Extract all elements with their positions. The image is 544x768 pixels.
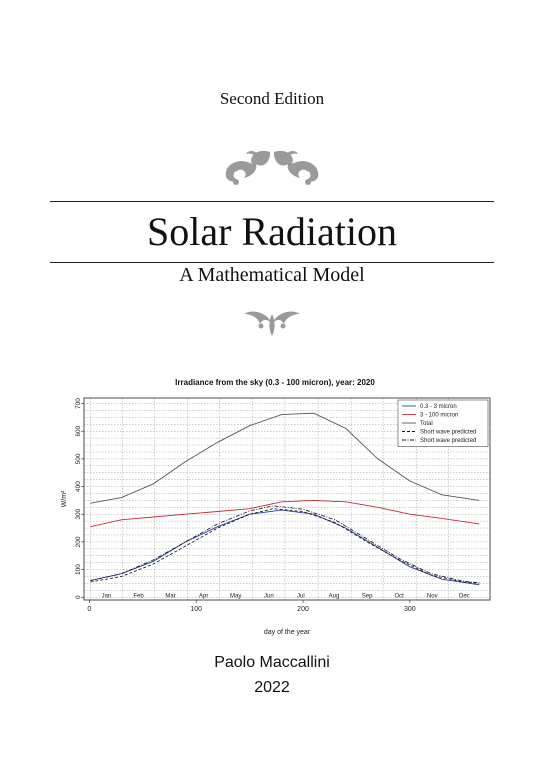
legend-entry: Total xyxy=(420,421,433,427)
book-subtitle: A Mathematical Model xyxy=(179,264,365,286)
month-label: Mar xyxy=(165,594,175,600)
x-tick-label: 300 xyxy=(404,606,416,613)
x-tick-label: 0 xyxy=(87,606,91,613)
series-line-3 xyxy=(90,412,480,504)
bottom-rule xyxy=(50,262,494,263)
month-label: Nov xyxy=(427,594,438,600)
chart-series xyxy=(90,412,480,586)
legend-entry: Short wave predicted xyxy=(420,438,476,444)
month-label: Jul xyxy=(297,594,305,600)
author-name: Paolo Maccallini xyxy=(214,654,330,671)
irradiance-chart: Jan Feb Mar Apr May Jun Jul Aug Sep Oct Nov Dec 0 10… xyxy=(61,397,491,636)
month-label: Sep xyxy=(362,594,373,600)
month-label: Dec xyxy=(459,594,470,600)
y-tick-label: 600 xyxy=(75,425,82,436)
top-rule xyxy=(50,201,494,202)
series-line-2 xyxy=(90,499,480,528)
plot-frame xyxy=(83,397,491,601)
legend-entry: 3 - 100 micron xyxy=(420,413,458,419)
month-label: Jan xyxy=(102,594,112,600)
x-tick-label: 200 xyxy=(297,606,309,613)
month-label: Oct xyxy=(395,594,405,600)
month-label: May xyxy=(230,594,241,600)
y-tick-label: 400 xyxy=(75,481,82,492)
month-label: Apr xyxy=(199,594,208,600)
y-tick-label: 100 xyxy=(75,564,82,575)
floral-scroll-ornament xyxy=(218,146,326,191)
fleuron-ornament xyxy=(242,306,302,343)
legend-entry: 0.3 - 3 micron xyxy=(420,404,457,410)
chart-legend: 0.3 - 3 micron 3 - 100 micron Total Short w… xyxy=(397,399,489,447)
y-axis-label: W/m² xyxy=(61,490,68,507)
chart-grid xyxy=(84,398,490,600)
month-label: Aug xyxy=(329,594,340,600)
y-tick-label: 0 xyxy=(75,595,82,599)
y-tick-label: 700 xyxy=(75,398,82,409)
edition-label: Second Edition xyxy=(219,89,325,108)
series-line-5 xyxy=(90,505,480,584)
month-label: Jun xyxy=(264,594,274,600)
book-title: Solar Radiation xyxy=(147,209,397,254)
month-label: Feb xyxy=(133,594,144,600)
y-tick-label: 200 xyxy=(75,536,82,547)
y-tick-label: 300 xyxy=(75,508,82,519)
month-labels: Jan Feb Mar Apr May Jun Jul Aug Sep Oct Nov Dec xyxy=(102,594,470,600)
x-tick-label: 100 xyxy=(190,606,202,613)
publication-year: 2022 xyxy=(254,679,290,696)
chart-title: Irradiance from the sky (0.3 - 100 micro… xyxy=(175,378,375,387)
series-line-1 xyxy=(90,509,480,586)
x-axis-label: day of the year xyxy=(264,629,311,636)
series-line-4 xyxy=(90,508,480,584)
legend-entry: Short wave predicted xyxy=(420,430,476,436)
chart-axes: 0 100 200 300 0 100 200 300 400 500 600 700 xyxy=(75,398,416,613)
y-tick-label: 500 xyxy=(75,453,82,464)
